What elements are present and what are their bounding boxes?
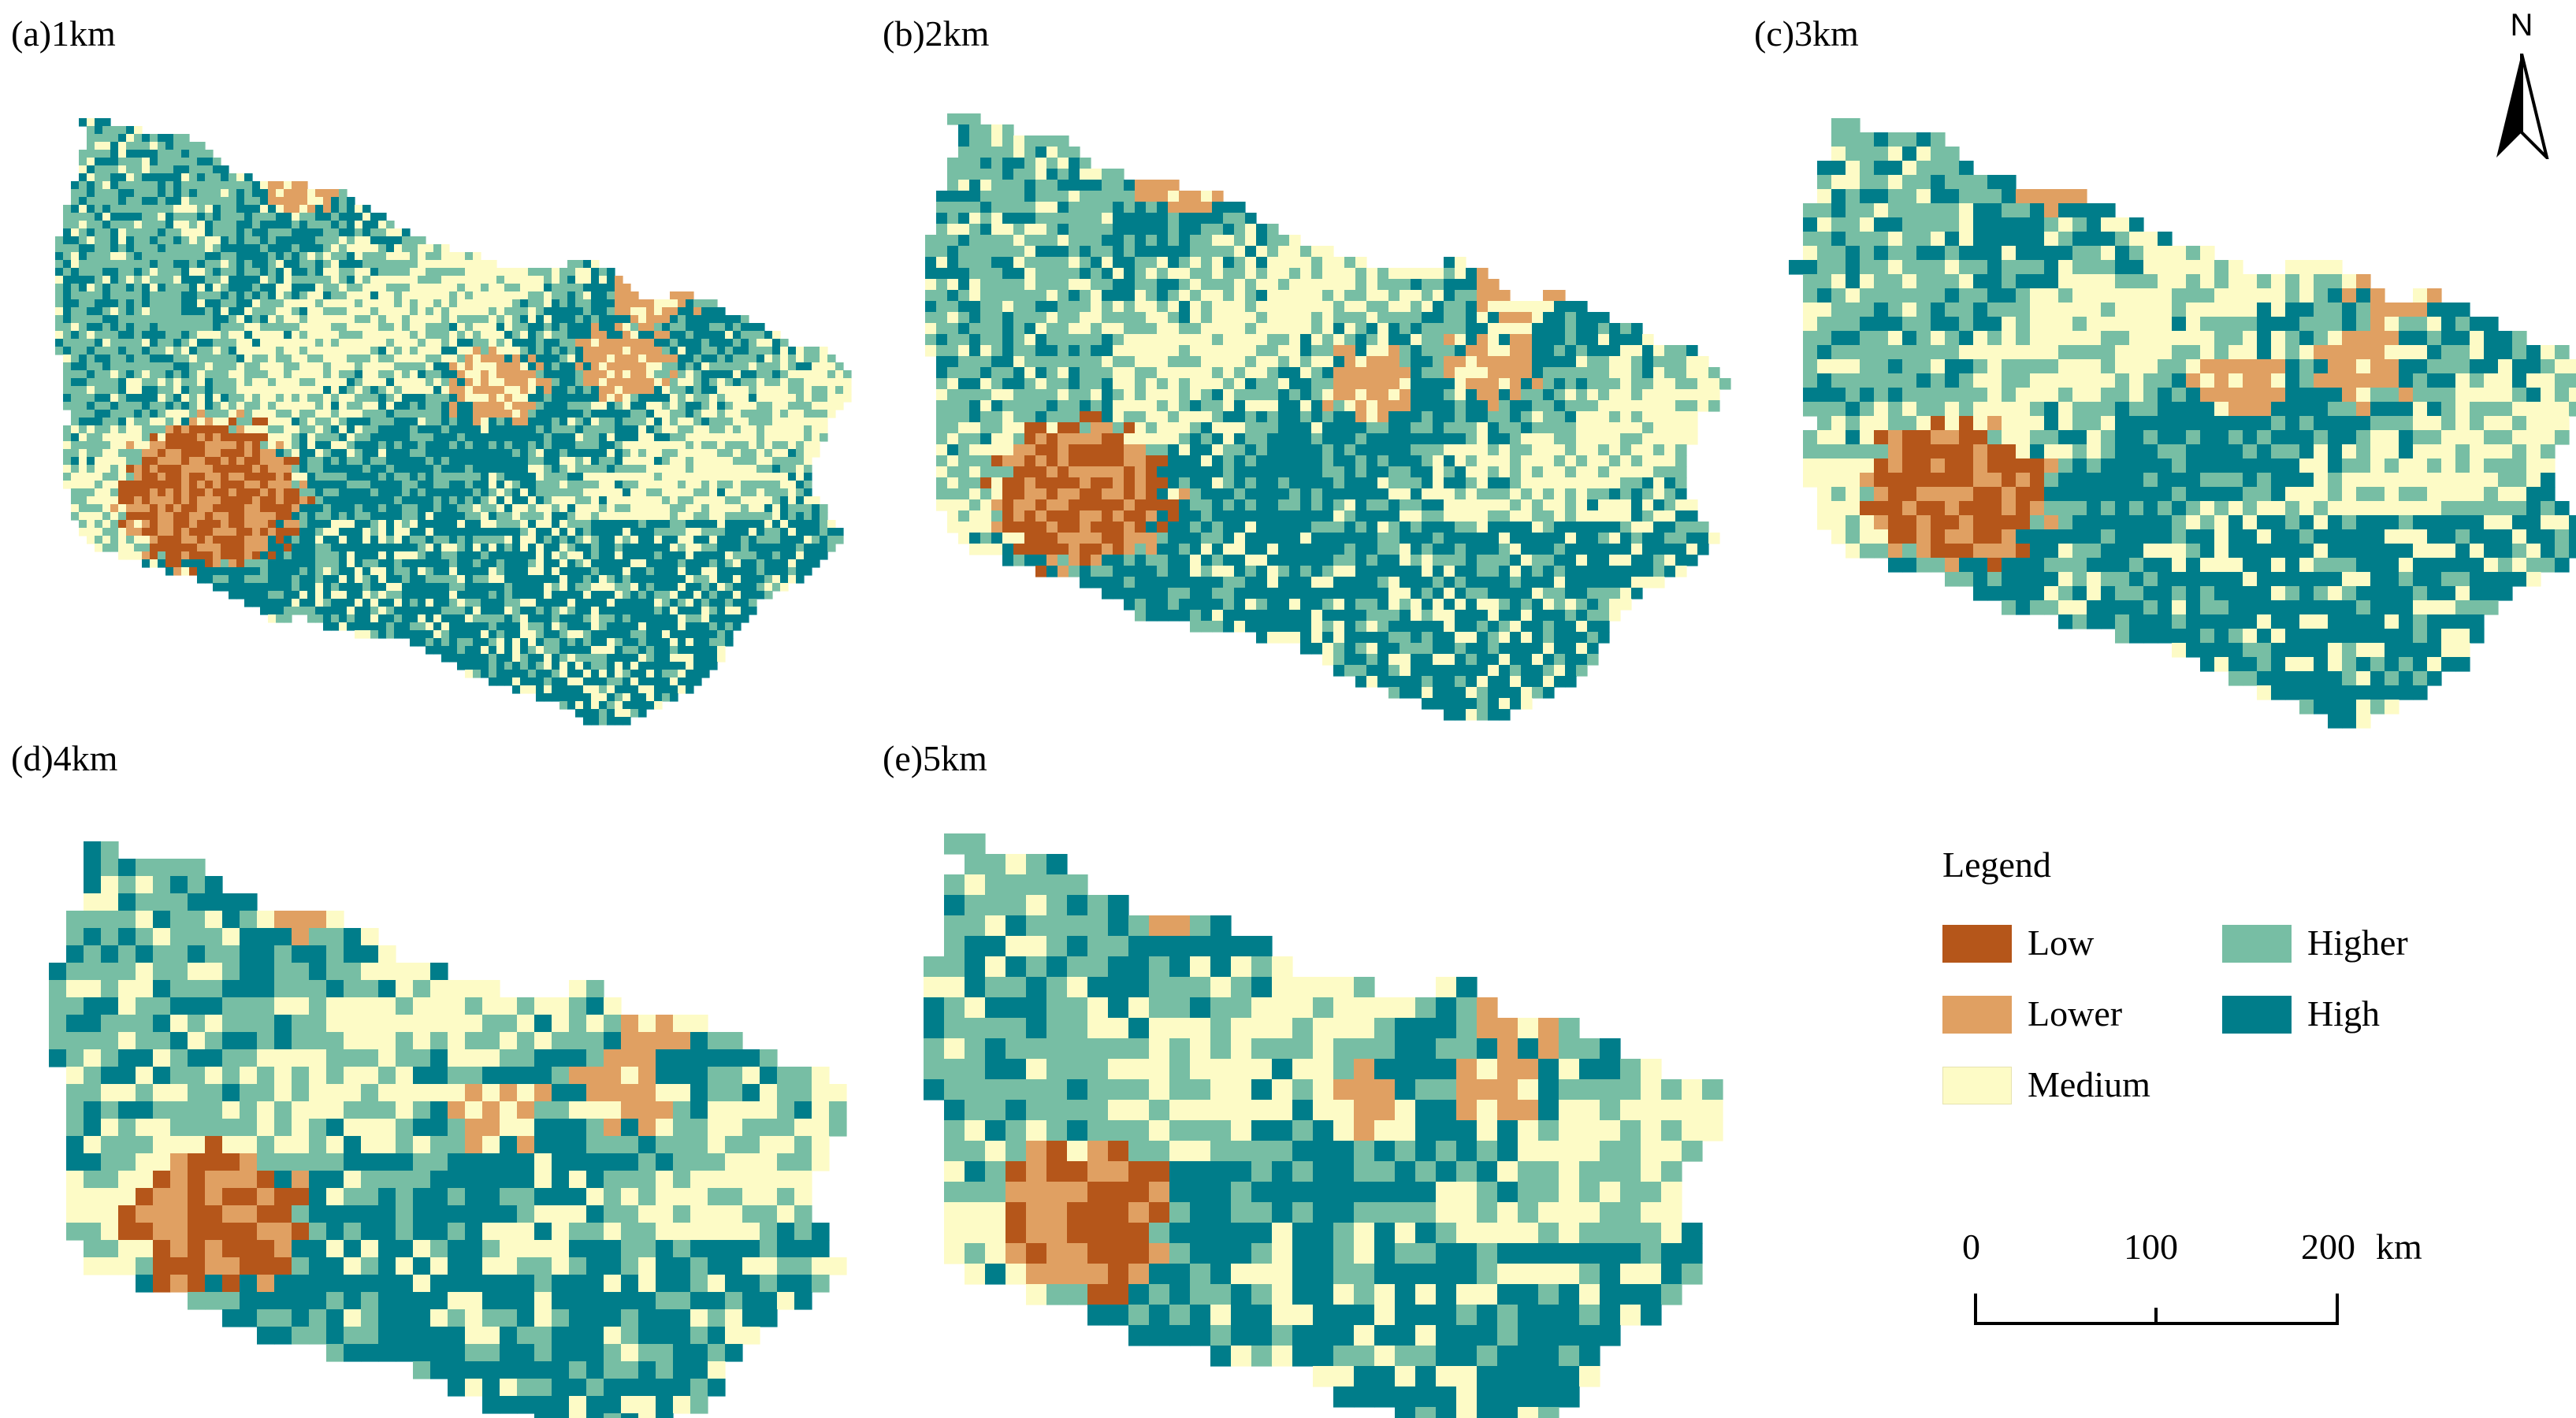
legend-title: Legend (1942, 847, 2051, 883)
north-arrow-icon (2493, 54, 2550, 159)
legend-swatch-high (2222, 996, 2292, 1034)
scale-bar-line (1962, 1229, 2451, 1339)
scale-bar: 0 100 200 km (1962, 1229, 2451, 1339)
legend-swatch-medium (1942, 1067, 2012, 1104)
map-panel-d (0, 725, 867, 1418)
map-panel-a (0, 0, 867, 693)
north-letter: N (2482, 9, 2561, 41)
legend-label-high: High (2307, 996, 2380, 1032)
legend-label-higher: Higher (2307, 925, 2408, 961)
legend-label-low: Low (2028, 925, 2094, 961)
legend-swatch-higher (2222, 925, 2292, 963)
map-panel-e (872, 725, 1738, 1418)
map-panel-b (872, 0, 1738, 693)
legend: Legend Low Lower Medium Higher High (1942, 847, 2494, 1130)
legend-label-medium: Medium (2028, 1067, 2150, 1103)
map-panel-c (1743, 0, 2576, 693)
legend-swatch-lower (1942, 996, 2012, 1034)
legend-label-lower: Lower (2028, 996, 2122, 1032)
north-arrow: N (2482, 9, 2561, 159)
legend-swatch-low (1942, 925, 2012, 963)
